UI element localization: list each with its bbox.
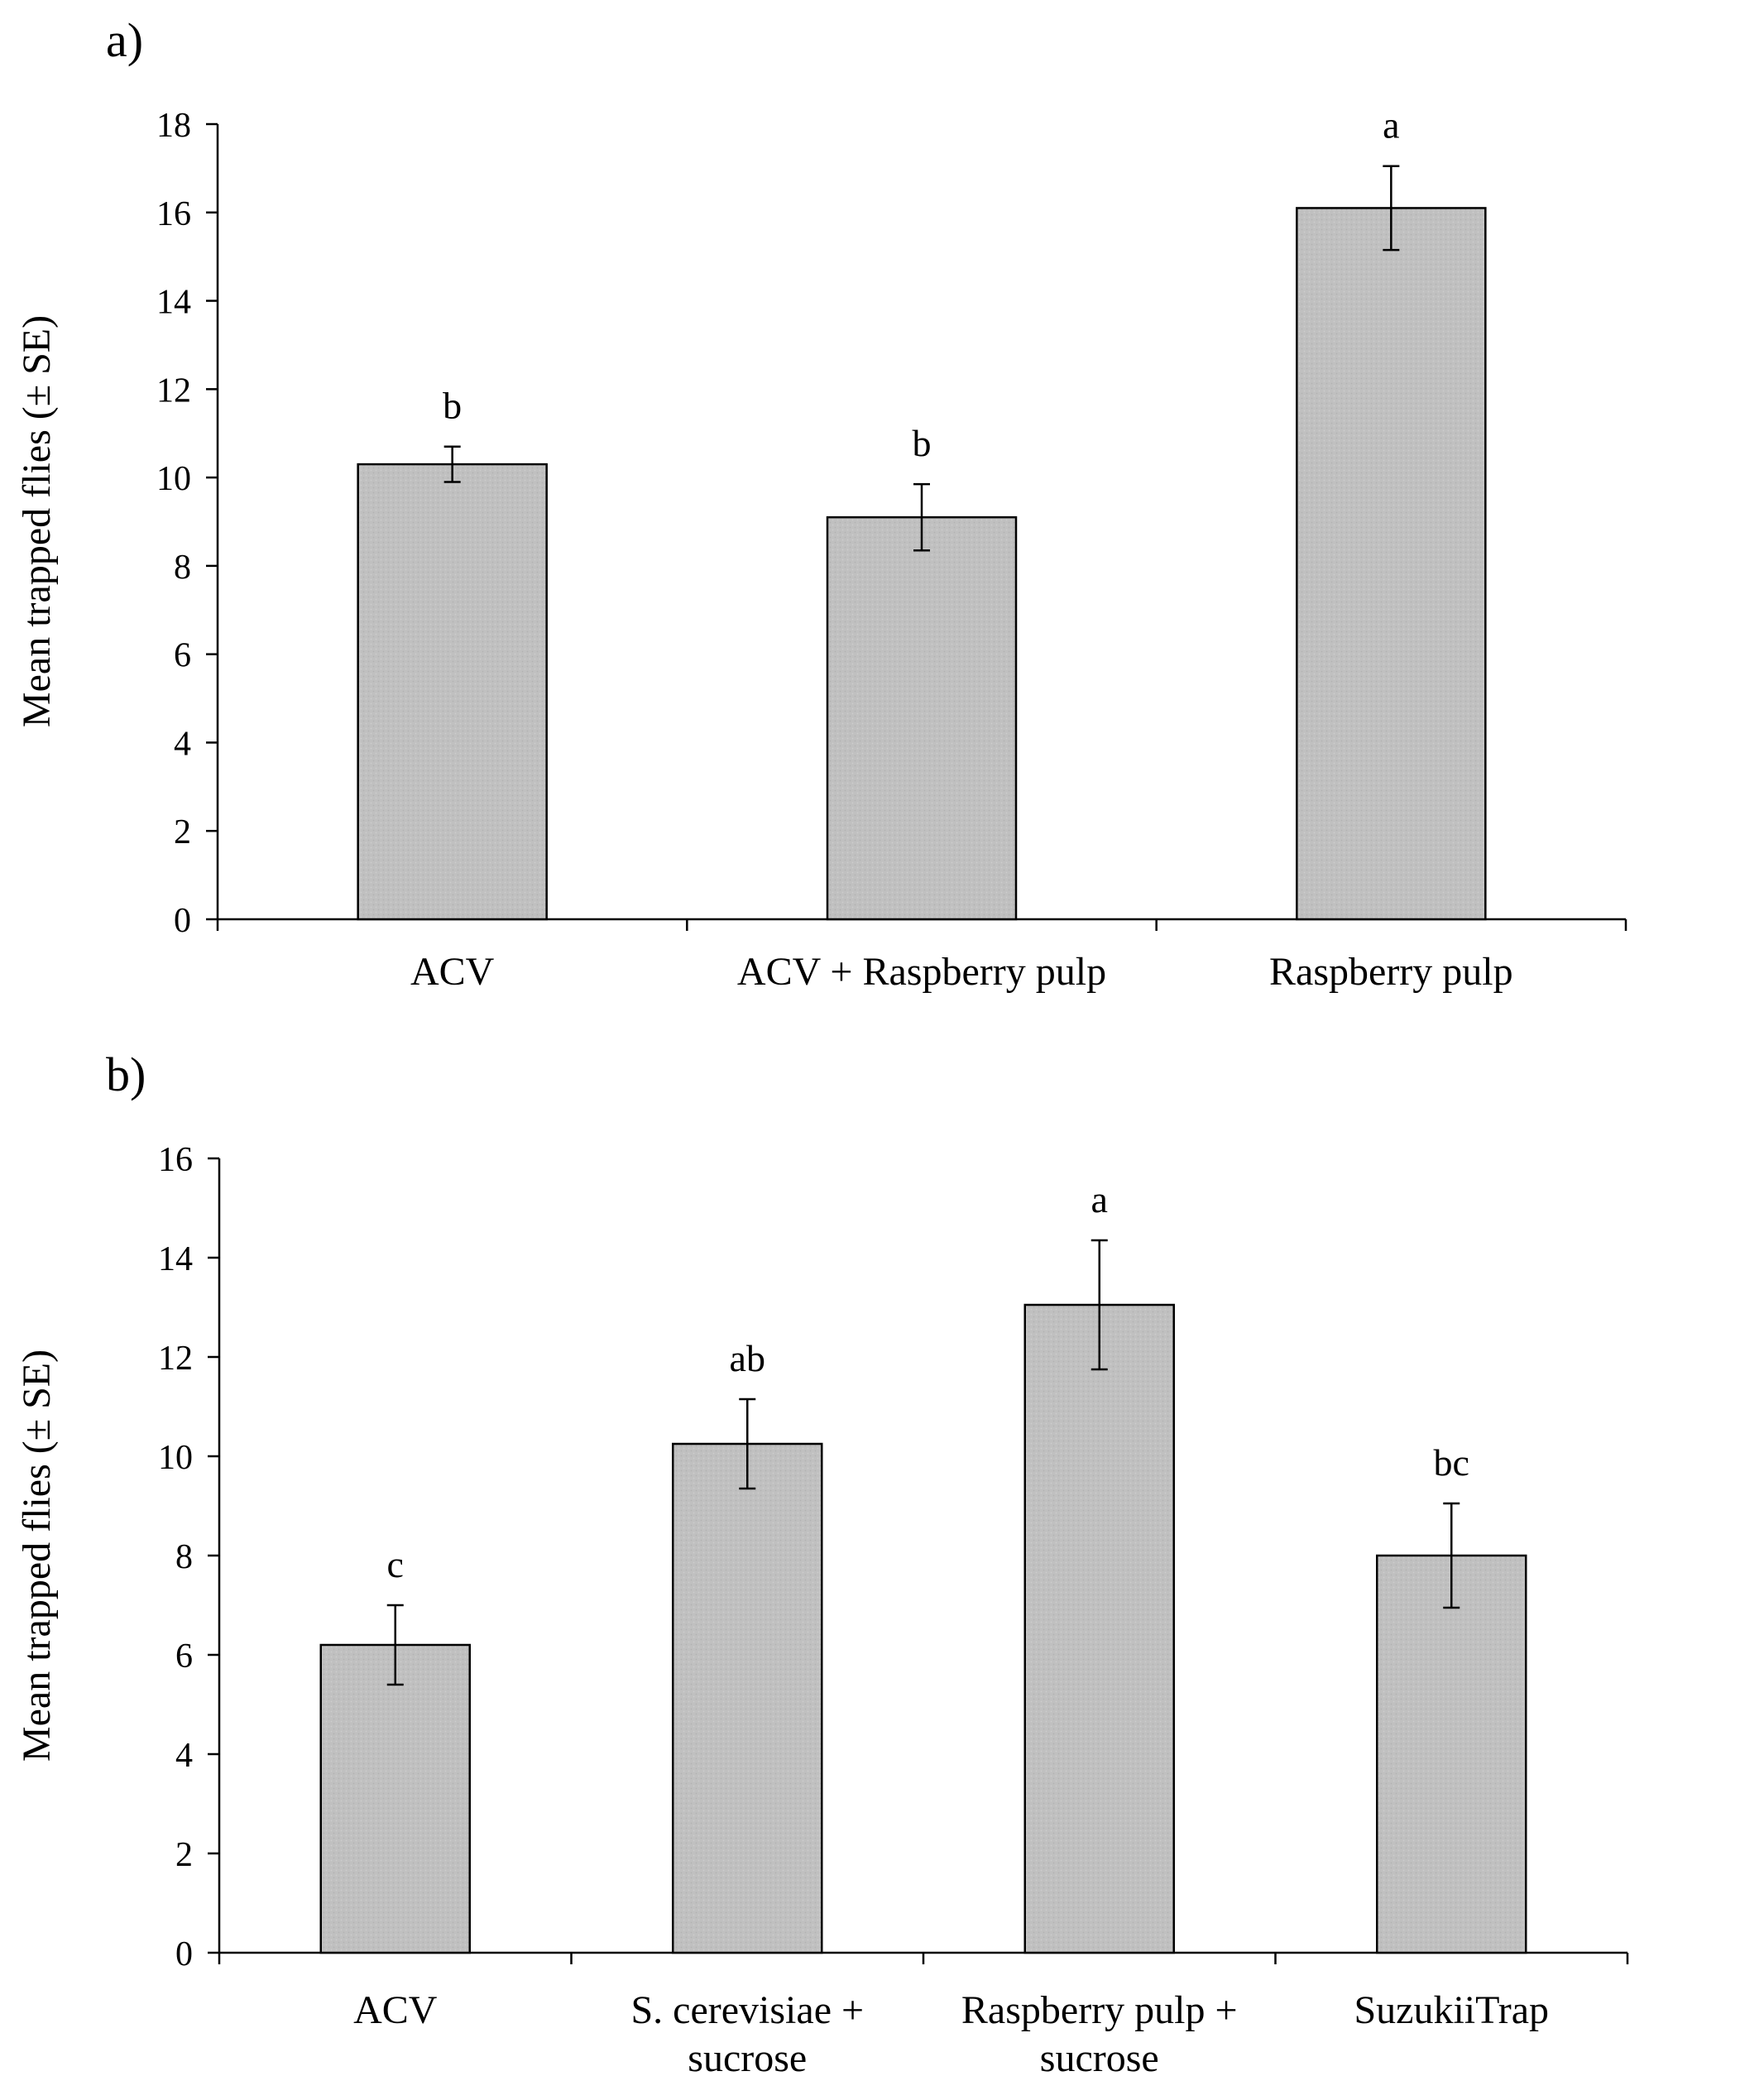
y-tick-label-a: 10 bbox=[156, 460, 191, 498]
category-label-b-1: sucrose bbox=[688, 2036, 807, 2080]
category-label-a-1: ACV + Raspberry pulp bbox=[737, 950, 1106, 994]
y-tick-label-a: 2 bbox=[174, 813, 191, 851]
bar-b-1 bbox=[672, 1442, 823, 1954]
y-axis-title-b: Mean trapped flies (± SE) bbox=[15, 1350, 59, 1762]
significance-label-b-2: a bbox=[1091, 1178, 1108, 1220]
y-tick-label-b: 16 bbox=[158, 1141, 193, 1179]
y-tick-label-b: 2 bbox=[175, 1836, 193, 1874]
y-tick-label-a: 8 bbox=[174, 549, 191, 587]
y-tick-label-a: 18 bbox=[156, 107, 191, 145]
significance-label-a-1: b bbox=[913, 422, 932, 464]
y-axis-title-a: Mean trapped flies (± SE) bbox=[15, 315, 59, 727]
bar-a-1 bbox=[826, 515, 1018, 921]
y-tick-label-a: 16 bbox=[156, 195, 191, 233]
category-label-a-0: ACV bbox=[410, 950, 495, 994]
category-label-b-0: ACV bbox=[353, 1988, 438, 2032]
y-tick-label-a: 0 bbox=[174, 902, 191, 940]
bar-b-3 bbox=[1376, 1554, 1527, 1954]
bar-b-0 bbox=[319, 1643, 471, 1954]
y-tick-label-b: 0 bbox=[175, 1935, 193, 1973]
category-label-b-2: Raspberry pulp + bbox=[961, 1988, 1238, 2032]
y-tick-label-a: 14 bbox=[156, 284, 191, 322]
y-tick-label-b: 8 bbox=[175, 1538, 193, 1576]
significance-label-a-0: b bbox=[443, 385, 462, 427]
y-tick-label-b: 10 bbox=[158, 1439, 193, 1477]
category-label-b-1: S. cerevisiae + bbox=[630, 1988, 864, 2032]
y-tick-label-b: 14 bbox=[158, 1240, 193, 1278]
y-tick-label-a: 6 bbox=[174, 637, 191, 675]
significance-label-a-2: a bbox=[1383, 104, 1399, 146]
bar-a-0 bbox=[357, 463, 548, 921]
y-tick-label-a: 12 bbox=[156, 372, 191, 410]
significance-label-b-3: bc bbox=[1434, 1441, 1469, 1484]
bar-a-2 bbox=[1296, 207, 1487, 921]
bar-b-2 bbox=[1023, 1303, 1175, 1954]
category-label-a-2: Raspberry pulp bbox=[1269, 950, 1513, 994]
y-tick-label-b: 6 bbox=[175, 1637, 193, 1676]
y-tick-label-b: 4 bbox=[175, 1737, 193, 1775]
chart-panel-a: a) 0 2 4 6 8 10 12 14 16 18 b ACV b ACV + Raspberry p… bbox=[15, 13, 1627, 994]
y-tick-label-a: 4 bbox=[174, 725, 191, 763]
significance-label-b-1: ab bbox=[730, 1337, 765, 1379]
panel-label-b: b) bbox=[106, 1048, 146, 1101]
category-label-b-3: SuzukiiTrap bbox=[1354, 1988, 1549, 2032]
panel-label-a: a) bbox=[106, 13, 143, 67]
y-tick-label-b: 12 bbox=[158, 1340, 193, 1378]
significance-label-b-0: c bbox=[387, 1543, 404, 1585]
category-label-b-2: sucrose bbox=[1040, 2036, 1159, 2080]
